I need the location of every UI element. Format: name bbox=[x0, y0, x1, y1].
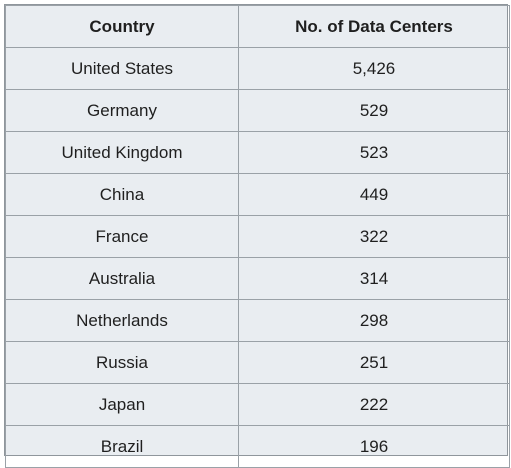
data-centers-cell: 251 bbox=[238, 341, 510, 384]
country-cell: France bbox=[5, 215, 239, 258]
country-cell: Netherlands bbox=[5, 299, 239, 342]
table-header-row: Country No. of Data Centers bbox=[5, 5, 510, 48]
country-cell: Germany bbox=[5, 89, 239, 132]
table-row: China 449 bbox=[5, 173, 510, 216]
data-centers-table: Country No. of Data Centers United State… bbox=[5, 5, 510, 468]
table-row: United States 5,426 bbox=[5, 47, 510, 90]
data-centers-cell: 523 bbox=[238, 131, 510, 174]
country-cell: Australia bbox=[5, 257, 239, 300]
data-centers-cell: 322 bbox=[238, 215, 510, 258]
data-centers-table-container: Country No. of Data Centers United State… bbox=[4, 4, 510, 468]
country-cell: United Kingdom bbox=[5, 131, 239, 174]
table-row: Russia 251 bbox=[5, 341, 510, 384]
data-centers-cell: 5,426 bbox=[238, 47, 510, 90]
country-cell: Russia bbox=[5, 341, 239, 384]
column-header-data-centers: No. of Data Centers bbox=[238, 5, 510, 48]
data-centers-cell: 449 bbox=[238, 173, 510, 216]
country-cell: United States bbox=[5, 47, 239, 90]
table-row: Germany 529 bbox=[5, 89, 510, 132]
data-centers-cell: 298 bbox=[238, 299, 510, 342]
country-cell: Brazil bbox=[5, 425, 239, 468]
column-header-country: Country bbox=[5, 5, 239, 48]
data-centers-cell: 196 bbox=[238, 425, 510, 468]
table-row: Brazil 196 bbox=[5, 425, 510, 468]
table-row: France 322 bbox=[5, 215, 510, 258]
country-cell: Japan bbox=[5, 383, 239, 426]
table-row: Japan 222 bbox=[5, 383, 510, 426]
table-row: Netherlands 298 bbox=[5, 299, 510, 342]
table-row: United Kingdom 523 bbox=[5, 131, 510, 174]
table-row: Australia 314 bbox=[5, 257, 510, 300]
data-centers-cell: 222 bbox=[238, 383, 510, 426]
country-cell: China bbox=[5, 173, 239, 216]
data-centers-cell: 314 bbox=[238, 257, 510, 300]
data-centers-cell: 529 bbox=[238, 89, 510, 132]
